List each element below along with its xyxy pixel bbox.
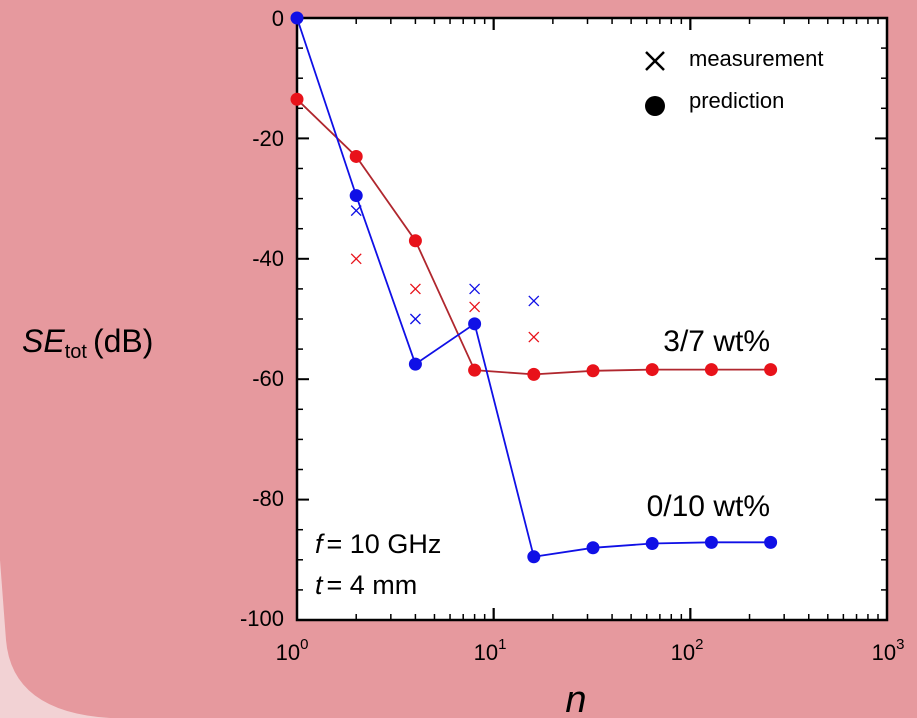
prediction-point-red: [645, 363, 659, 377]
plot-frame: [295, 16, 889, 622]
measurement-point-red: [469, 301, 481, 313]
series-label-red: 3/7 wt%: [663, 325, 770, 358]
prediction-point-red: [704, 363, 718, 377]
prediction-point-red: [764, 363, 778, 377]
measurement-point-blue: [469, 283, 481, 295]
y-tick-label: -100: [240, 606, 284, 631]
x-axis-title: n: [565, 679, 586, 718]
prediction-point-red: [527, 367, 541, 381]
annotation-thickness: t = 4 mm: [315, 570, 417, 600]
y-tick-labels: 0 -20 -40 -60 -80 -100: [240, 6, 284, 631]
y-tick-label: -40: [252, 246, 284, 271]
legend-label-prediction: prediction: [689, 88, 784, 113]
prediction-point-blue: [586, 541, 600, 555]
annotation-frequency: f = 10 GHz: [315, 529, 441, 559]
prediction-point-red: [349, 149, 363, 163]
measurement-point-red: [409, 283, 421, 295]
prediction-point-blue: [349, 189, 363, 203]
measurement-point-red: [350, 253, 362, 265]
plot-area: [297, 18, 887, 620]
prediction-point-blue: [408, 357, 422, 371]
prediction-point-blue: [704, 535, 718, 549]
prediction-point-blue: [645, 537, 659, 551]
prediction-point-red: [408, 234, 422, 248]
y-tick-label: -60: [252, 366, 284, 391]
legend: measurement prediction: [645, 46, 824, 116]
prediction-point-blue: [290, 11, 304, 25]
y-tick-label: -20: [252, 126, 284, 151]
legend-cross-marker: [645, 51, 665, 71]
prediction-point-blue: [468, 317, 482, 331]
prediction-point-red: [586, 364, 600, 378]
x-tick-labels: 100 101 102 103: [276, 636, 905, 665]
series-layer: [290, 11, 778, 564]
legend-label-measurement: measurement: [689, 46, 824, 71]
x-tick-label: 103: [872, 636, 905, 665]
x-tick-label: 100: [276, 636, 309, 665]
series-label-blue: 0/10 wt%: [647, 490, 770, 523]
x-tick-label: 102: [671, 636, 704, 665]
measurement-point-blue: [528, 295, 540, 307]
x-tick-label: 101: [474, 636, 507, 665]
y-tick-label: 0: [272, 6, 284, 31]
y-axis-title: SEtot (dB): [22, 323, 153, 363]
prediction-point-blue: [764, 535, 778, 549]
prediction-point-blue: [527, 550, 541, 564]
measurement-point-red: [528, 331, 540, 343]
legend-dot-marker: [645, 96, 665, 116]
measurement-point-blue: [409, 313, 421, 325]
y-tick-label: -80: [252, 486, 284, 511]
prediction-point-red: [468, 363, 482, 377]
measurement-point-blue: [350, 205, 362, 217]
prediction-point-red: [290, 92, 304, 106]
